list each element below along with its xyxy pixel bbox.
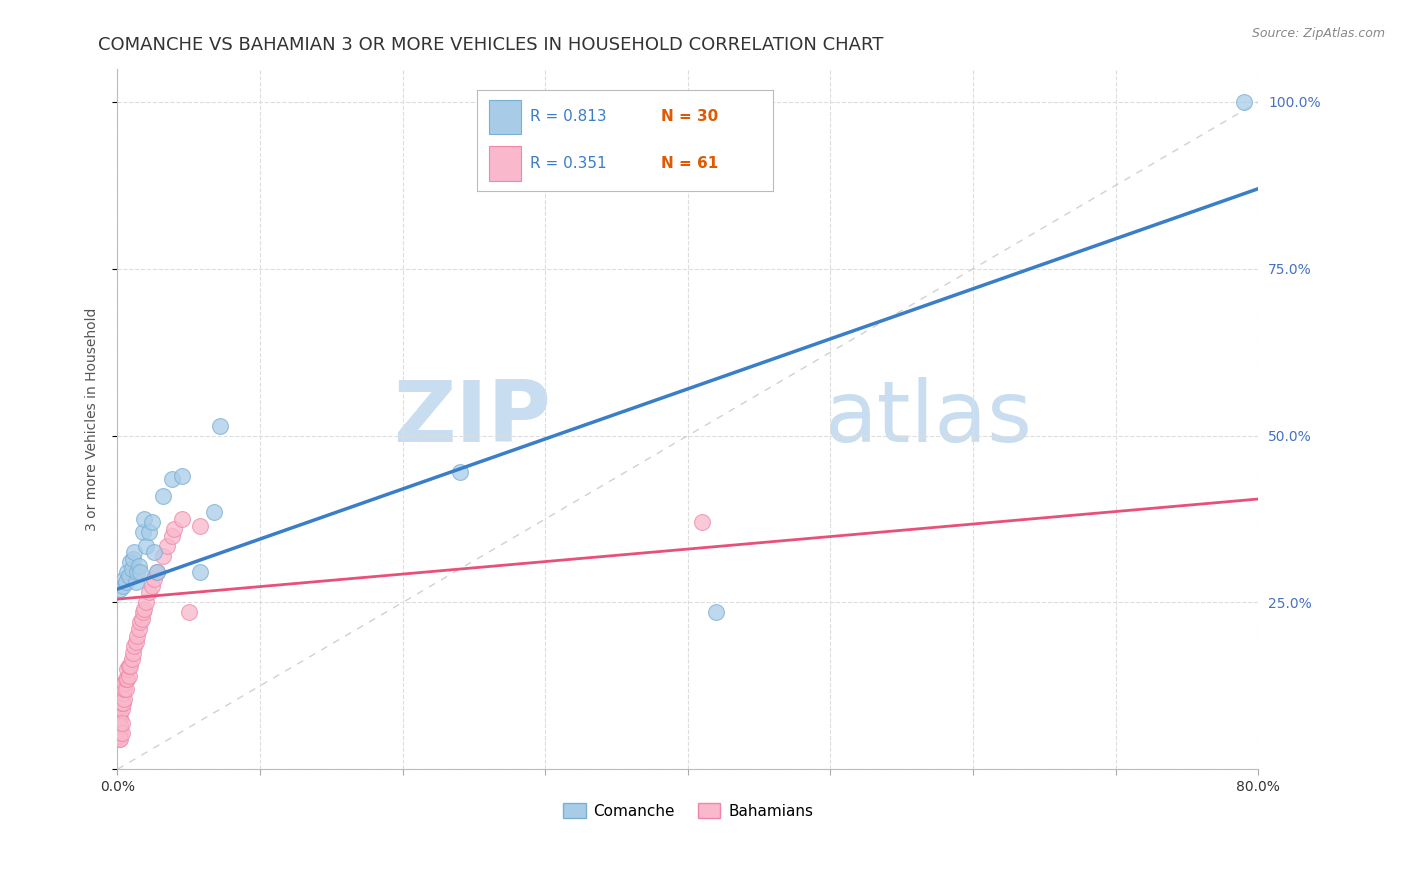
Point [188,566,211,580]
Point [127,629,149,643]
Point [124,639,146,653]
Point [132,525,155,540]
Point [170,512,193,526]
Point [138,585,160,599]
Point [129,566,152,580]
Point [188,518,211,533]
Point [108,719,131,733]
Point [111,696,134,710]
Point [107,729,129,743]
Point [131,612,153,626]
Point [706,606,728,620]
Point [121,562,143,576]
Point [118,658,141,673]
Point [132,606,155,620]
Point [107,725,129,739]
Point [177,606,200,620]
Point [121,652,143,666]
Point [128,558,150,573]
Point [134,602,156,616]
Point [107,732,129,747]
Point [120,658,142,673]
Text: atlas: atlas [825,377,1033,460]
Point [160,529,183,543]
Point [134,512,156,526]
Point [127,566,149,580]
Point [108,725,131,739]
Text: COMANCHE VS BAHAMIAN 3 OR MORE VEHICLES IN HOUSEHOLD CORRELATION CHART: COMANCHE VS BAHAMIAN 3 OR MORE VEHICLES … [98,36,884,54]
Point [143,545,166,559]
Point [114,572,136,586]
Point [129,615,152,630]
Point [141,516,163,530]
Point [115,672,138,686]
Point [114,682,136,697]
Point [114,692,136,706]
Point [108,712,131,726]
Point [108,698,131,713]
Point [112,579,135,593]
Point [1233,95,1256,109]
Point [114,675,136,690]
Point [107,723,129,737]
Point [107,715,129,730]
Point [209,418,232,433]
Point [202,505,225,519]
Point [108,706,131,720]
Point [117,662,139,676]
Point [146,566,169,580]
Point [108,709,131,723]
Point [170,468,193,483]
Point [135,539,157,553]
Point [125,575,148,590]
Point [690,516,713,530]
Point [120,555,142,569]
Point [108,696,131,710]
Point [449,465,471,479]
Point [122,552,145,566]
Point [107,702,129,716]
Point [125,635,148,649]
Point [118,568,141,582]
Point [135,595,157,609]
Point [107,719,129,733]
Point [128,622,150,636]
Point [160,472,183,486]
Point [112,685,135,699]
Point [107,715,129,730]
Point [108,719,131,733]
Point [112,696,135,710]
Point [115,575,138,590]
Point [107,709,129,723]
Point [124,545,146,559]
Point [122,646,145,660]
Point [118,669,141,683]
Legend: Comanche, Bahamians: Comanche, Bahamians [557,797,820,825]
Point [107,723,129,737]
Point [111,725,134,739]
Point [138,525,160,540]
Point [108,732,131,747]
Y-axis label: 3 or more Vehicles in Household: 3 or more Vehicles in Household [86,307,100,531]
Point [143,572,166,586]
Point [117,566,139,580]
Point [115,682,138,697]
Text: Source: ZipAtlas.com: Source: ZipAtlas.com [1251,27,1385,40]
Text: ZIP: ZIP [394,377,551,460]
Point [107,712,129,726]
Point [152,489,174,503]
Point [141,579,163,593]
Point [152,549,174,563]
Point [156,539,179,553]
Point [108,715,131,730]
Point [108,582,131,596]
Point [111,715,134,730]
Point [163,522,186,536]
Point [146,566,169,580]
Point [107,729,129,743]
Point [111,702,134,716]
Point [117,672,139,686]
